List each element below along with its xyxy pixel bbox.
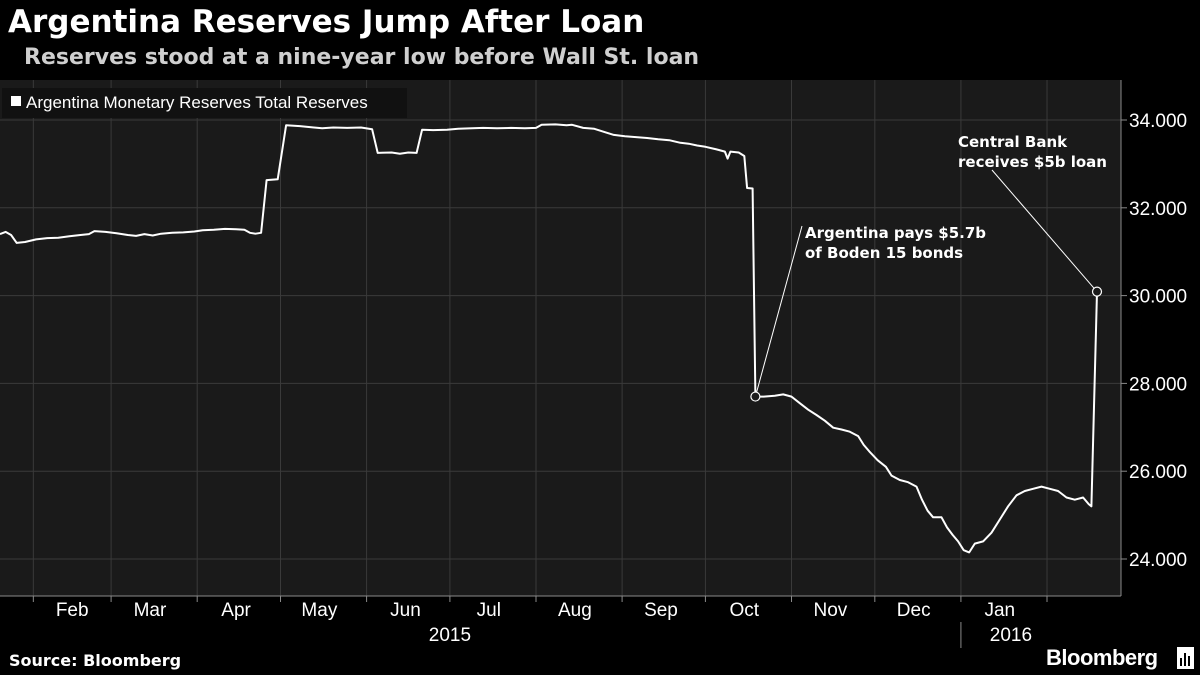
chart-subtitle: Reserves stood at a nine-year low before… [24,45,700,70]
annotation-text: of Boden 15 bonds [805,244,963,262]
brand-logo: Bloomberg [1046,645,1158,670]
x-tick-label: Nov [813,600,847,621]
y-axis-ticks: 24.000 26.000 28.000 30.000 32.000 34.000 [1121,111,1187,571]
annotation-text: Central Bank [958,133,1068,151]
x-tick-label: Apr [221,600,251,621]
annotation-marker [1091,286,1103,297]
annotations: Argentina pays $5.7b of Boden 15 bonds Cen… [750,133,1107,402]
x-year-label: 2015 [429,625,471,646]
x-tick-label: Jul [477,600,501,621]
x-tick-label: May [301,600,337,621]
series-group [0,123,1098,554]
x-axis-ticks: Feb Mar Apr May Jun Jul Aug Sep Oct Nov Dec Jan 2015… [32,596,1048,648]
annotation-text: receives $5b loan [958,153,1107,171]
x-tick-label: Sep [644,600,678,621]
y-tick-label: 30.000 [1129,287,1187,308]
y-tick-label: 24.000 [1129,550,1187,571]
y-tick-label: 32.000 [1129,199,1187,220]
x-tick-label: Dec [897,600,931,621]
y-tick-label: 28.000 [1129,374,1187,395]
legend-swatch [11,96,21,106]
y-tick-label: 34.000 [1129,111,1187,132]
x-year-label: 2016 [990,625,1032,646]
x-tick-label: Jan [984,600,1015,621]
bloomberg-chart-icon [1177,647,1194,669]
annotation-leader [754,225,803,397]
legend: Argentina Monetary Reserves Total Reserv… [2,88,407,118]
x-tick-label: Aug [558,600,592,621]
annotation-leader [991,169,1098,292]
x-tick-label: Jun [390,600,421,621]
legend-box [2,88,407,118]
series-line [0,123,1098,554]
legend-label: Argentina Monetary Reserves Total Reserv… [26,93,368,112]
annotation-marker [750,391,761,402]
plot-area [0,80,1121,596]
chart-title: Argentina Reserves Jump After Loan [8,4,645,40]
annotation-text: Argentina pays $5.7b [805,224,986,242]
x-tick-label: Feb [56,600,89,621]
gridlines [0,80,1121,596]
y-tick-label: 26.000 [1129,462,1187,483]
x-tick-label: Oct [730,600,760,621]
x-tick-label: Mar [134,600,167,621]
source-note: Source: Bloomberg [9,651,182,670]
